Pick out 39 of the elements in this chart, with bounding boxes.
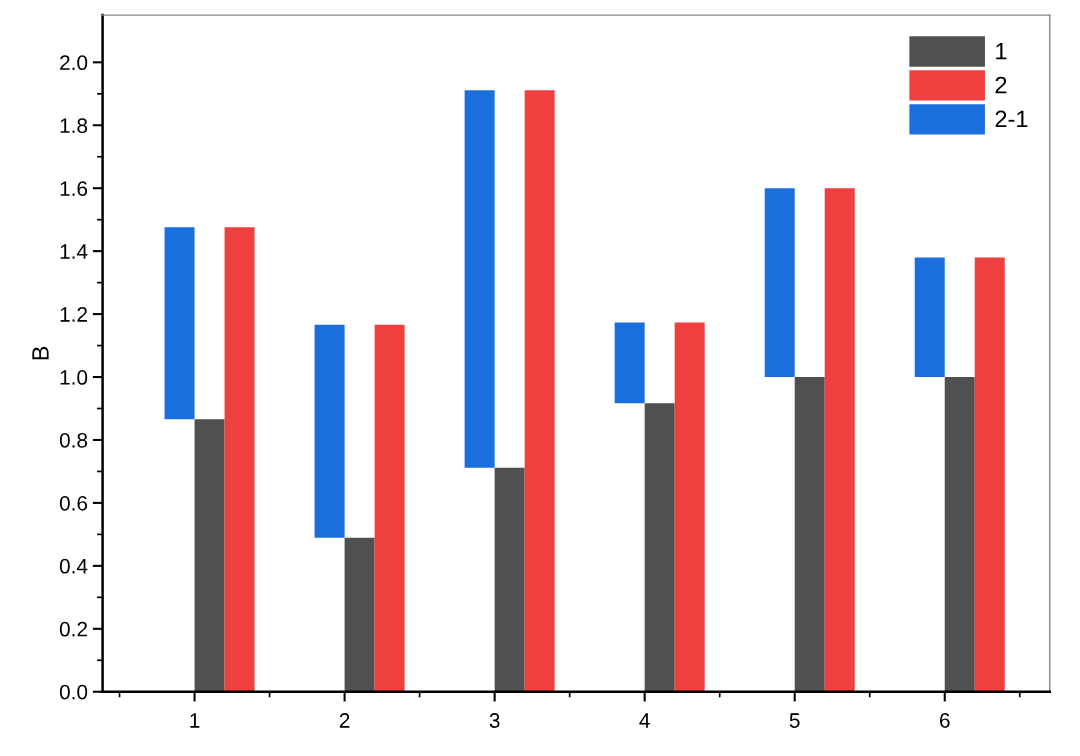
bar (764, 188, 795, 378)
bar (974, 257, 1005, 692)
y-tick-label: 0.8 (59, 432, 88, 448)
y-tick-label: 0.0 (59, 684, 88, 700)
bar (524, 90, 555, 692)
y-tick-label: 2.0 (60, 55, 88, 71)
bar (944, 377, 975, 692)
x-tick-label: 2 (339, 713, 350, 728)
y-tick-label: 0.2 (59, 621, 87, 637)
bar (674, 322, 705, 692)
x-tick-label: 5 (789, 713, 800, 728)
y-tick-label: 1.2 (60, 307, 87, 322)
bar (344, 537, 375, 692)
y-tick-label: 0.6 (59, 495, 88, 511)
x-tick-label: 3 (489, 713, 500, 728)
bar (164, 227, 195, 420)
bar (464, 90, 495, 468)
legend-label: 2-1 (995, 110, 1028, 128)
y-tick-label: 1.4 (60, 244, 88, 259)
legend-label: 1 (996, 43, 1007, 60)
x-tick-label: 1 (190, 713, 200, 728)
x-tick-label: 4 (639, 713, 650, 728)
legend-label: 2 (995, 76, 1007, 94)
bar (644, 403, 675, 692)
y-tick-label: 1.8 (60, 118, 88, 134)
y-tick-label: 0.4 (59, 558, 88, 574)
bar (224, 227, 255, 692)
bar (914, 257, 945, 378)
bar (614, 322, 645, 404)
y-tick-label: 1.6 (60, 181, 88, 196)
y-tick-label: 1.0 (60, 370, 88, 385)
bar (314, 324, 345, 538)
bar (194, 419, 225, 692)
y-axis-title: B (32, 346, 49, 360)
bar (494, 467, 525, 692)
bar (374, 324, 405, 692)
x-tick-label: 6 (940, 713, 950, 728)
bar (824, 188, 855, 692)
bar (794, 377, 825, 692)
